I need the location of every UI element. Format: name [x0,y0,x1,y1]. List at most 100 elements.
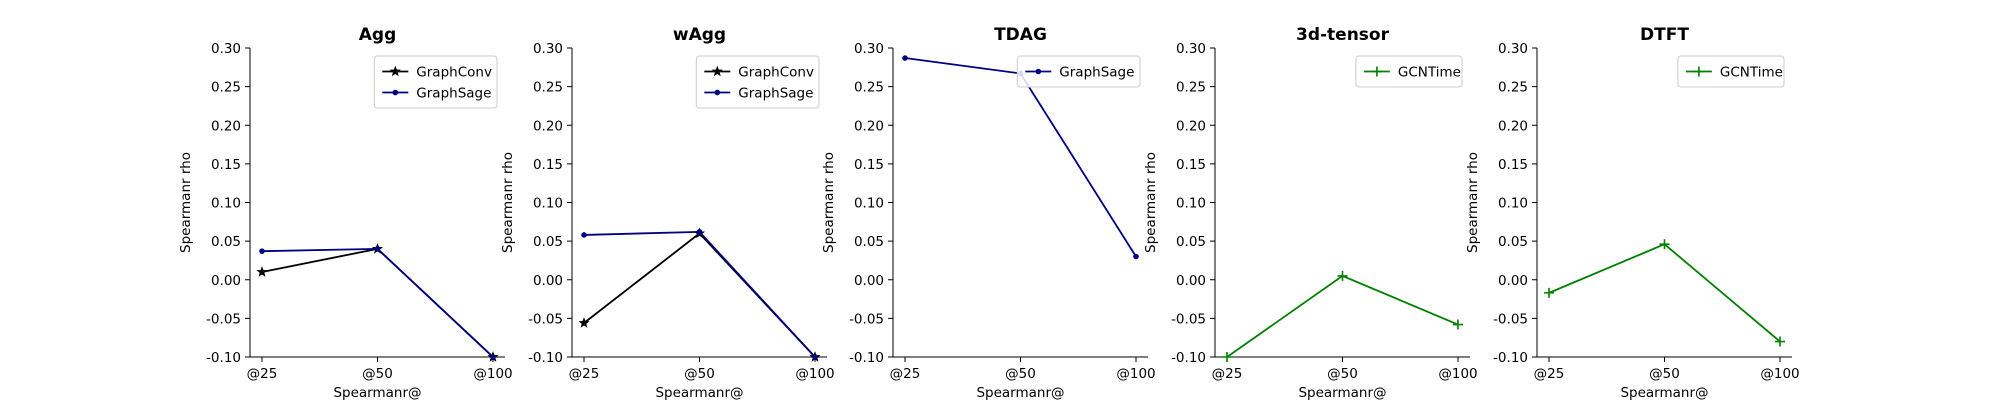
y-tick-label: 0.25 [854,80,884,96]
series-group [1548,243,1781,343]
legend: GraphSage [1016,55,1141,88]
x-tick-label: @25 [247,366,278,382]
y-tick-label: 0.10 [211,196,241,212]
x-tick-label: @100 [1116,366,1155,382]
data-point [1337,270,1348,281]
legend-marker [392,89,399,96]
data-point [490,354,496,360]
chart-title: DTFT [1640,25,1689,45]
legend-label: GraphConv [738,65,814,81]
chart-title: wAgg [673,25,726,45]
y-tick-label: 0.10 [1176,196,1206,212]
x-tick-label: @25 [1212,366,1243,382]
y-tick-label: -0.10 [528,350,563,366]
y-tick-label: 0.20 [1498,118,1528,134]
y-tick-label: 0.30 [1498,41,1528,57]
chart-panel-4: DTFT -0.10 -0.05 0.00 0.05 0.10 0.15 0.20 0.25 0.… [1465,25,1800,400]
legend-frame [1016,55,1141,88]
series-line [261,247,494,357]
chart-panel-3: 3d-tensor -0.10 -0.05 0.00 0.05 0.10 0.15 0.20 0… [1143,25,1478,400]
data-point [812,354,818,360]
x-tick-label: @25 [569,366,600,382]
data-point [374,246,381,252]
y-tick-label: 0.25 [211,80,241,96]
legend-marker [1371,66,1382,77]
y-tick-label: -0.05 [528,311,563,327]
y-tick-label: 0.00 [211,273,241,289]
data-point [1659,239,1670,250]
data-point [1133,253,1139,260]
y-tick-label: -0.05 [849,311,884,327]
legend-label: GCNTime [1720,65,1783,81]
legend: GraphConv GraphSage [373,55,498,109]
x-tick-label: @50 [1649,366,1680,382]
legend-marker [711,65,723,77]
legend-marker [1693,66,1704,77]
series-group [904,57,1137,258]
y-tick-label: 0.20 [854,118,884,134]
y-tick-label: 0.30 [1176,41,1206,57]
legend-frame [373,55,498,109]
y-tick-label: 0.10 [854,196,884,212]
series-line [1226,274,1459,357]
y-tick-label: 0.20 [1176,118,1206,134]
x-tick-label: @100 [473,366,512,382]
y-tick-label: 0.15 [1498,157,1528,173]
legend-marker [389,65,401,77]
y-tick-label: 0.00 [854,273,884,289]
y-axis-label: Spearmanr rho [178,152,194,253]
data-point [1222,352,1232,362]
data-point [259,248,265,254]
series-group [1226,274,1459,357]
x-axis-label: Spearmanr@ [655,385,743,400]
series-line [583,230,816,357]
legend-label: GraphSage [1059,65,1134,81]
data-point [1453,319,1463,330]
y-axis-label: Spearmanr rho [1465,152,1481,253]
chart-panel-2: TDAG -0.10 -0.05 0.00 0.05 0.10 0.15 0.20 0.25 0.… [821,25,1156,400]
y-tick-label: -0.05 [1493,311,1528,327]
y-tick-label: 0.20 [211,118,241,134]
x-tick-label: @50 [362,366,393,382]
y-tick-label: -0.05 [206,311,241,327]
legend-marker [714,89,721,96]
y-tick-label: 0.05 [1176,234,1206,250]
y-tick-label: -0.05 [1171,311,1206,327]
series-group [583,230,816,357]
y-tick-label: 0.00 [1176,273,1206,289]
y-axis-label: Spearmanr rho [821,152,837,253]
series-line [583,232,816,357]
y-tick-label: 0.05 [854,234,884,250]
y-tick-label: 0.25 [1176,80,1206,96]
data-point [256,266,268,277]
legend-frame [695,55,820,109]
series-line [1548,243,1781,343]
y-tick-label: 0.15 [533,157,563,173]
series-group [261,247,494,357]
legend-label: GraphSage [738,86,813,102]
x-tick-label: @25 [1534,366,1565,382]
x-tick-label: @100 [1438,366,1477,382]
y-tick-label: 0.15 [854,157,884,173]
x-tick-label: @50 [1005,366,1036,382]
series-line [904,57,1137,258]
y-tick-label: 0.05 [1498,234,1528,250]
y-tick-label: -0.10 [1493,350,1528,366]
x-axis-label: Spearmanr@ [1620,385,1708,400]
chart-title: 3d-tensor [1296,25,1390,45]
y-tick-label: 0.30 [533,41,563,57]
chart-title: Agg [359,25,397,45]
y-axis-label: Spearmanr rho [500,152,516,253]
y-tick-label: 0.15 [1176,157,1206,173]
legend-label: GCNTime [1398,65,1461,81]
data-point [696,229,703,235]
y-tick-label: 0.05 [211,234,241,250]
data-point [578,317,590,328]
y-tick-label: 0.00 [533,273,563,289]
y-tick-label: 0.20 [533,118,563,134]
legend-frame [1355,55,1463,88]
y-tick-label: -0.10 [1171,350,1206,366]
x-axis-label: Spearmanr@ [333,385,421,400]
data-point [1775,336,1785,347]
